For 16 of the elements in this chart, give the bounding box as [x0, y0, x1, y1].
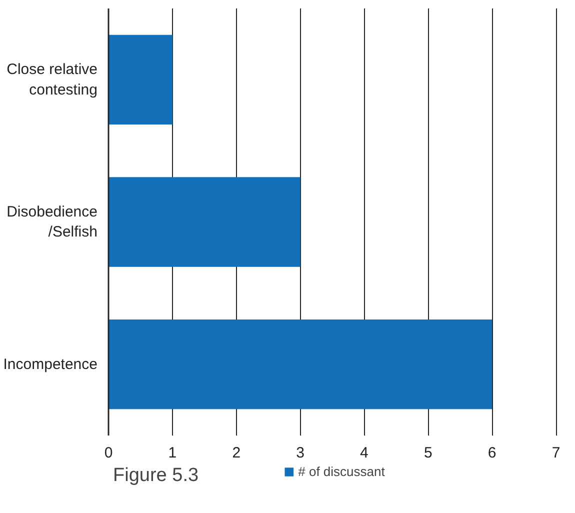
x-tick-label: 3: [296, 444, 304, 462]
x-tick-label: 5: [424, 444, 432, 462]
x-tick-label: 1: [168, 444, 177, 462]
caption: Figure 5.3: [113, 465, 199, 486]
bar: [108, 320, 492, 410]
y-tick-label: Incompetence: [3, 356, 98, 373]
bar: [108, 177, 300, 267]
x-tick-label: 0: [104, 444, 113, 462]
x-tick-label: 6: [488, 444, 496, 462]
y-tick-label: Close relative contesting: [6, 60, 98, 98]
x-tick-label: 4: [360, 444, 368, 462]
x-tick-label: 2: [232, 444, 241, 462]
y-tick-label: Disobedience /Selfish: [6, 203, 98, 241]
x-tick-label: 7: [552, 444, 560, 462]
legend-label: # of discussant: [298, 464, 385, 479]
bar: [108, 34, 172, 124]
